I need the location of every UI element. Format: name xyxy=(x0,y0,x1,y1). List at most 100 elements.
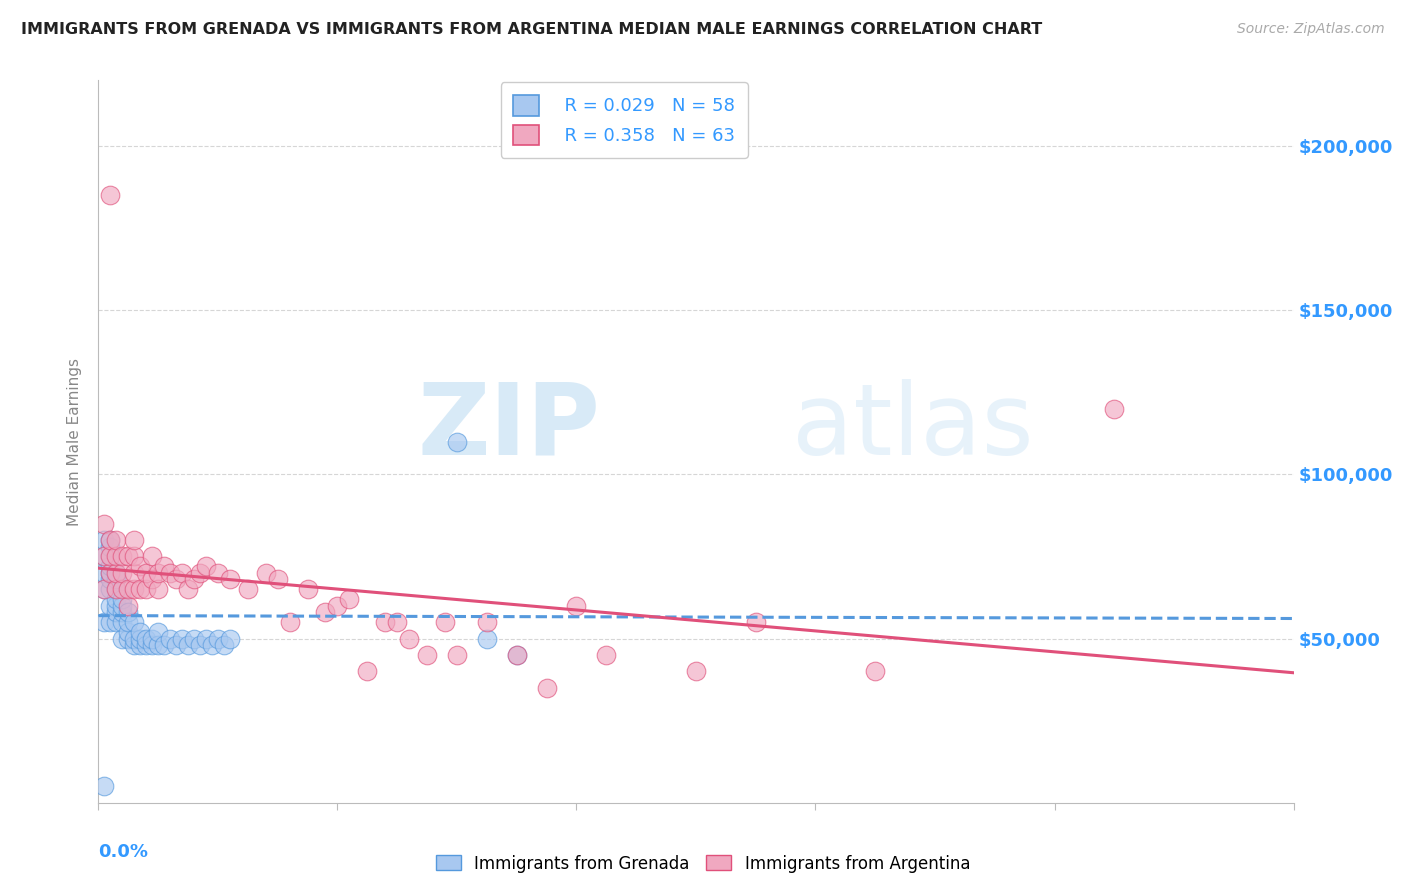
Point xyxy=(111,632,134,646)
Point xyxy=(148,638,170,652)
Point xyxy=(141,549,163,564)
Point xyxy=(111,549,134,564)
Point xyxy=(254,566,277,580)
Point xyxy=(98,533,122,547)
Point xyxy=(195,632,218,646)
Point xyxy=(148,582,170,597)
Point xyxy=(236,582,259,597)
Point xyxy=(98,549,122,564)
Point xyxy=(297,582,319,597)
Point xyxy=(111,566,134,580)
Point xyxy=(172,566,194,580)
Point xyxy=(212,638,235,652)
Text: 0.0%: 0.0% xyxy=(98,843,149,861)
Point xyxy=(595,648,617,662)
Point xyxy=(117,549,139,564)
Point xyxy=(105,566,128,580)
Point xyxy=(416,648,439,662)
Point xyxy=(98,599,122,613)
Point xyxy=(124,638,146,652)
Point xyxy=(129,632,152,646)
Point xyxy=(93,533,115,547)
Point xyxy=(141,632,163,646)
Point xyxy=(93,549,115,564)
Point xyxy=(356,665,378,679)
Point xyxy=(93,615,115,630)
Text: atlas: atlas xyxy=(792,378,1033,475)
Point xyxy=(124,533,146,547)
Point xyxy=(111,605,134,619)
Point xyxy=(201,638,224,652)
Point xyxy=(188,566,211,580)
Point xyxy=(278,615,301,630)
Point xyxy=(148,625,170,640)
Point xyxy=(117,632,139,646)
Point xyxy=(565,599,588,613)
Point xyxy=(195,559,218,574)
Point xyxy=(159,566,181,580)
Point xyxy=(117,605,139,619)
Point xyxy=(93,549,115,564)
Point xyxy=(98,533,122,547)
Point xyxy=(129,582,152,597)
Point xyxy=(267,573,290,587)
Point xyxy=(745,615,768,630)
Point xyxy=(339,592,361,607)
Point xyxy=(385,615,409,630)
Point xyxy=(536,681,558,695)
Point xyxy=(105,582,128,597)
Point xyxy=(506,648,529,662)
Point xyxy=(153,559,176,574)
Point xyxy=(506,648,529,662)
Point xyxy=(124,566,146,580)
Point xyxy=(117,582,139,597)
Point xyxy=(105,599,128,613)
Point xyxy=(135,566,157,580)
Point xyxy=(434,615,457,630)
Point xyxy=(177,582,200,597)
Point xyxy=(105,605,128,619)
Point xyxy=(98,566,122,580)
Point xyxy=(135,582,157,597)
Point xyxy=(124,615,146,630)
Point xyxy=(141,573,163,587)
Point xyxy=(117,615,139,630)
Point xyxy=(315,605,337,619)
Point xyxy=(475,615,498,630)
Point xyxy=(207,632,229,646)
Point xyxy=(219,573,242,587)
Point xyxy=(172,632,194,646)
Point xyxy=(148,566,170,580)
Point xyxy=(111,582,134,597)
Point xyxy=(1104,401,1126,416)
Text: IMMIGRANTS FROM GRENADA VS IMMIGRANTS FROM ARGENTINA MEDIAN MALE EARNINGS CORREL: IMMIGRANTS FROM GRENADA VS IMMIGRANTS FR… xyxy=(21,22,1042,37)
Point xyxy=(105,573,128,587)
Point xyxy=(98,566,122,580)
Point xyxy=(93,780,115,794)
Point xyxy=(129,638,152,652)
Point xyxy=(165,638,187,652)
Point xyxy=(446,648,468,662)
Point xyxy=(98,188,122,202)
Point xyxy=(398,632,420,646)
Point xyxy=(177,638,200,652)
Point xyxy=(98,573,122,587)
Point xyxy=(111,599,134,613)
Text: Source: ZipAtlas.com: Source: ZipAtlas.com xyxy=(1237,22,1385,37)
Point xyxy=(865,665,887,679)
Point xyxy=(446,434,468,449)
Point xyxy=(111,615,134,630)
Point xyxy=(124,632,146,646)
Point xyxy=(98,615,122,630)
Point xyxy=(105,549,128,564)
Point xyxy=(111,592,134,607)
Point xyxy=(183,632,205,646)
Point xyxy=(98,582,122,597)
Point xyxy=(124,582,146,597)
Point xyxy=(105,533,128,547)
Point xyxy=(219,632,242,646)
Point xyxy=(93,582,115,597)
Point xyxy=(117,599,139,613)
Point xyxy=(326,599,349,613)
Legend:   R = 0.029   N = 58,   R = 0.358   N = 63: R = 0.029 N = 58, R = 0.358 N = 63 xyxy=(501,82,748,158)
